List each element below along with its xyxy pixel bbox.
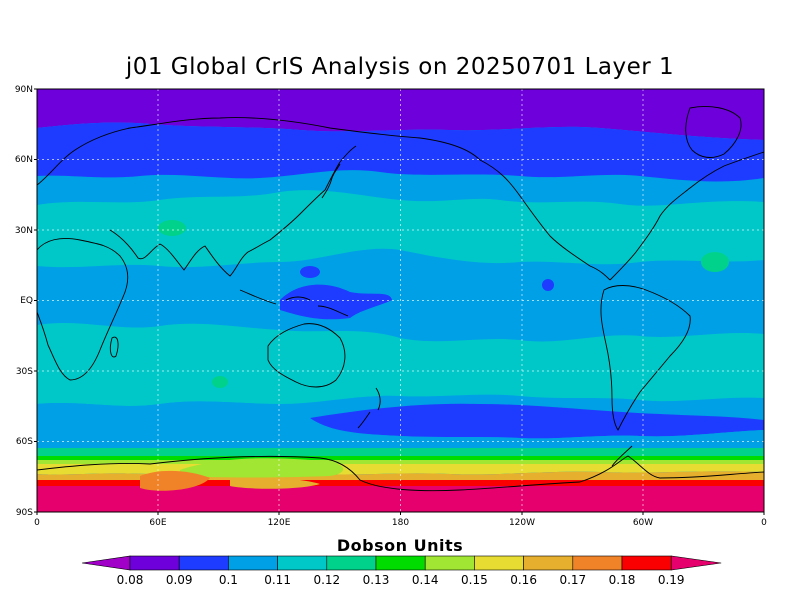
coastline-antarctic-peninsula — [611, 445, 633, 467]
colorbar-cells — [81, 555, 722, 571]
coastline-greenland — [685, 106, 742, 158]
lon-label: 180 — [392, 518, 409, 528]
contour-patch-blue — [542, 279, 554, 291]
colorbar-level-label: 0.09 — [166, 573, 193, 587]
coastline-south-america — [600, 285, 691, 431]
colorbar-cell — [474, 555, 524, 571]
graticule — [37, 89, 764, 512]
contour-north-blue — [37, 122, 764, 182]
coastline-antarctica — [37, 455, 764, 492]
colorbar-cell — [178, 555, 229, 571]
colorbar-cell — [375, 555, 426, 571]
coastline-north-america — [479, 151, 764, 281]
colorbar-level-label: 0.16 — [510, 573, 537, 587]
contour-antarctic-yellowgreen — [180, 458, 344, 478]
lon-label: 0 — [761, 518, 767, 528]
contour-south-lightblue — [37, 401, 764, 448]
colorbar-level-label: 0.11 — [264, 573, 291, 587]
coastlines — [37, 106, 764, 492]
lat-label: 30N — [15, 226, 33, 236]
contour-south-blue — [310, 403, 764, 439]
colorbar-labels: 0.08 0.09 0.1 0.11 0.12 0.13 0.14 0.15 0.16 0.17 0… — [117, 573, 685, 587]
colorbar-title: Dobson Units — [336, 536, 464, 555]
contour-north-cyan — [37, 190, 764, 268]
lat-label: 60N — [15, 155, 33, 165]
colorbar-level-label: 0.08 — [117, 573, 144, 587]
lon-axis: 0 60E 120E 180 120W 60W 0 — [34, 518, 767, 528]
colorbar-arrow-high — [670, 555, 722, 571]
coastline-south-asia — [109, 189, 326, 277]
coastline-africa — [37, 238, 129, 381]
contour-patch-teal — [158, 220, 186, 236]
contour-patch-teal — [701, 252, 729, 272]
colorbar-level-label: 0.17 — [559, 573, 586, 587]
colorbar-cell — [228, 555, 278, 571]
contour-antarctic-orange — [140, 470, 210, 491]
colorbar-cell — [424, 555, 475, 571]
coastline-eurasia — [37, 117, 481, 186]
contour-patch-blue — [300, 266, 320, 278]
lat-label: 30S — [16, 367, 33, 377]
coastline-new-zealand — [357, 387, 381, 429]
colorbar-level-label: 0.1 — [219, 573, 238, 587]
lat-axis: 90N 60N 30N EQ 30S 60S 90S — [15, 85, 33, 518]
colorbar-cell — [326, 555, 377, 571]
lon-label: 0 — [34, 518, 40, 528]
coastline-australia — [267, 323, 346, 388]
coastline-indonesia — [239, 289, 349, 317]
coastline-madagascar — [109, 336, 119, 358]
lat-label: 60S — [16, 437, 33, 447]
lat-label: 90N — [15, 85, 33, 95]
coastline-japan — [321, 163, 341, 199]
tick-marks — [34, 88, 765, 515]
lat-label: 90S — [16, 508, 33, 518]
colorbar-cell — [129, 555, 180, 571]
contour-patch-blue — [280, 284, 392, 320]
colorbar-arrow-low — [81, 555, 131, 571]
lat-label: EQ — [20, 296, 33, 306]
colorbar-cell — [277, 555, 328, 571]
lon-label: 60E — [149, 518, 166, 528]
colorbar-cell — [523, 555, 574, 571]
coastline-east-asia — [324, 145, 357, 191]
lon-label: 60W — [633, 518, 653, 528]
colorbar-level-label: 0.13 — [363, 573, 390, 587]
map-title: j01 Global CrIS Analysis on 20250701 Lay… — [125, 54, 675, 80]
contour-antarctic-orange — [230, 477, 320, 489]
lon-label: 120W — [509, 518, 535, 528]
colorbar-level-label: 0.18 — [609, 573, 636, 587]
contour-south-green — [37, 456, 764, 460]
contour-south-teal — [37, 448, 764, 456]
colorbar-level-label: 0.14 — [412, 573, 439, 587]
colorbar-level-label: 0.15 — [461, 573, 488, 587]
colorbar-level-label: 0.19 — [658, 573, 685, 587]
contour-patch-teal — [212, 376, 228, 388]
colorbar-cell — [621, 555, 672, 571]
colorbar-level-label: 0.12 — [313, 573, 340, 587]
lon-label: 120E — [268, 518, 291, 528]
colorbar-cell — [572, 555, 623, 571]
